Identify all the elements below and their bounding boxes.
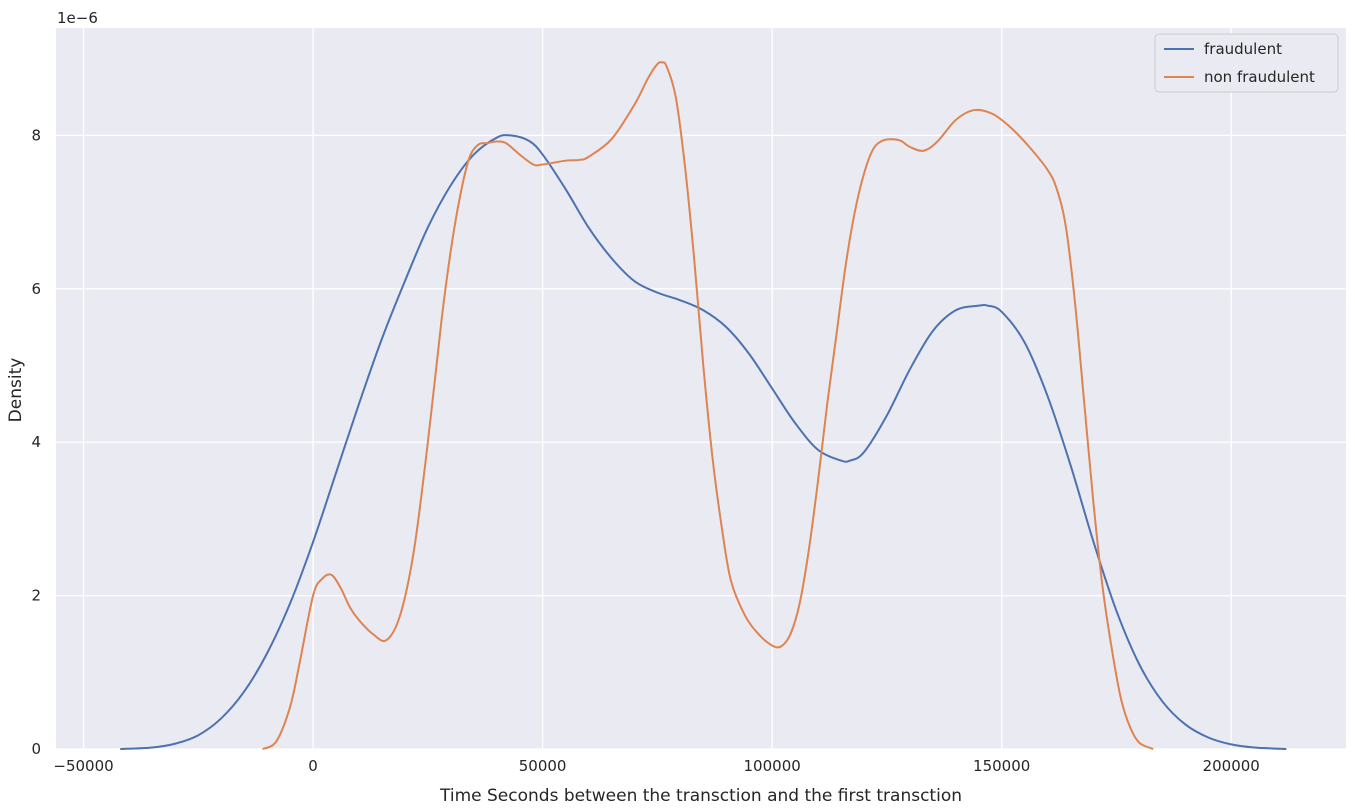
y-tick-label: 6 <box>31 280 41 298</box>
y-axis-ticks: 0 2 4 6 8 <box>31 126 41 758</box>
x-tick-label: 0 <box>308 757 318 775</box>
x-tick-label: 200000 <box>1203 757 1260 775</box>
y-tick-label: 2 <box>31 587 41 605</box>
y-tick-label: 8 <box>31 126 41 144</box>
series-line-fraudulent <box>120 134 1287 750</box>
x-axis-ticks: −50000 0 50000 100000 150000 200000 <box>53 757 1259 775</box>
x-tick-label: −50000 <box>53 757 113 775</box>
y-tick-label: 0 <box>31 740 41 758</box>
legend-box <box>1154 33 1339 93</box>
y-offset-label: 1e−6 <box>57 9 98 27</box>
legend-label-fraudulent: fraudulent <box>1204 40 1282 58</box>
legend: fraudulent non fraudulent <box>1154 33 1339 93</box>
x-tick-label: 100000 <box>744 757 801 775</box>
grid-lines <box>56 28 1346 750</box>
series-line-non-fraudulent <box>262 61 1154 750</box>
x-tick-label: 50000 <box>519 757 567 775</box>
y-tick-label: 4 <box>31 433 41 451</box>
series-lines <box>120 61 1287 750</box>
legend-label-non-fraudulent: non fraudulent <box>1204 68 1315 86</box>
x-axis-label: Time Seconds between the transction and … <box>439 786 962 806</box>
y-axis-label: Density <box>6 358 26 423</box>
plot-background <box>56 28 1346 749</box>
x-tick-label: 150000 <box>973 757 1030 775</box>
